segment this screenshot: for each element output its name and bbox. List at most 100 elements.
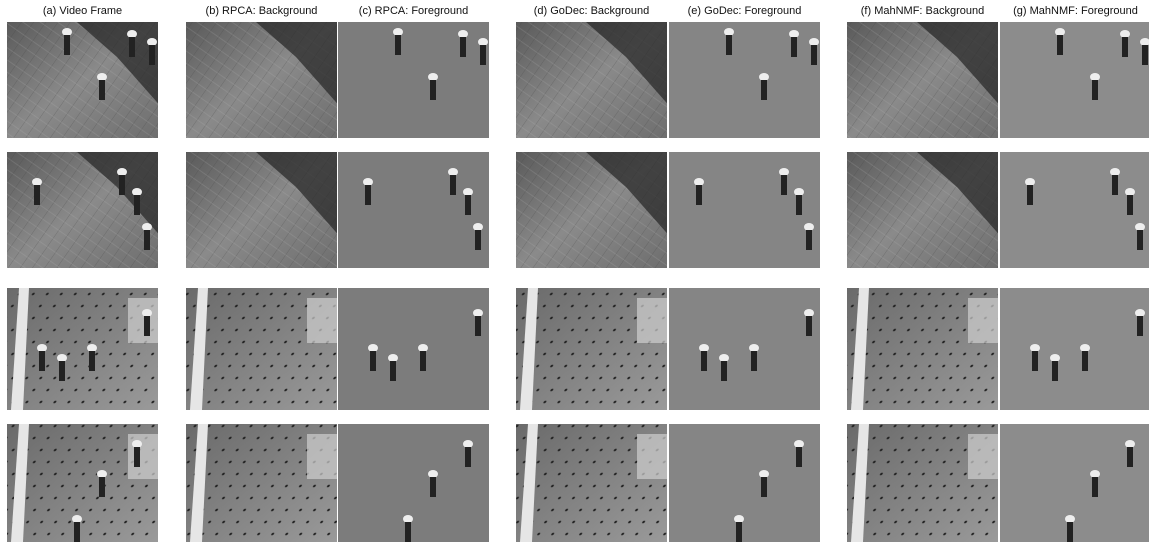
person	[370, 351, 376, 371]
person	[134, 447, 140, 467]
person	[463, 188, 473, 196]
image-panel	[1000, 424, 1149, 542]
person	[428, 470, 438, 478]
image-panel	[847, 424, 998, 542]
desk	[307, 298, 337, 343]
pillar	[851, 424, 869, 542]
person	[751, 351, 757, 371]
person	[759, 470, 769, 478]
panel-bg	[1000, 424, 1149, 542]
person	[736, 522, 742, 542]
person	[699, 344, 709, 352]
image-panel	[516, 22, 667, 138]
person	[1032, 351, 1038, 371]
person	[1052, 361, 1058, 381]
person	[796, 195, 802, 215]
person	[450, 175, 456, 195]
person	[724, 28, 734, 36]
person	[87, 344, 97, 352]
desk	[637, 298, 667, 343]
person	[1055, 28, 1065, 36]
pillar	[520, 288, 538, 410]
image-panel	[338, 22, 489, 138]
person	[97, 73, 107, 81]
image-panel	[338, 152, 489, 268]
person	[72, 515, 82, 523]
person	[473, 309, 483, 317]
person	[460, 37, 466, 57]
panel-bg	[669, 288, 820, 410]
person	[1067, 522, 1073, 542]
person	[806, 230, 812, 250]
panel-bg	[669, 22, 820, 138]
image-panel	[338, 288, 489, 410]
person	[390, 361, 396, 381]
image-panel	[847, 152, 998, 268]
person	[480, 45, 486, 65]
pillar	[11, 424, 29, 542]
person	[365, 185, 371, 205]
person	[701, 351, 707, 371]
panel-bg	[1000, 152, 1149, 268]
person	[144, 316, 150, 336]
person	[127, 30, 137, 38]
image-panel	[338, 424, 489, 542]
pillar	[520, 424, 538, 542]
person	[779, 168, 789, 176]
person	[132, 188, 142, 196]
person	[132, 440, 142, 448]
image-panel	[186, 288, 337, 410]
counter	[586, 152, 667, 234]
person	[794, 440, 804, 448]
counter	[917, 22, 998, 104]
person	[142, 223, 152, 231]
counter	[256, 152, 337, 234]
person	[418, 344, 428, 352]
person	[74, 522, 80, 542]
person	[1120, 30, 1130, 38]
person	[809, 38, 819, 46]
person	[804, 309, 814, 317]
person	[1092, 80, 1098, 100]
person	[1110, 168, 1120, 176]
person	[142, 309, 152, 317]
image-panel	[7, 22, 158, 138]
person	[761, 80, 767, 100]
counter	[77, 22, 158, 104]
counter	[256, 22, 337, 104]
panel-bg	[338, 288, 489, 410]
pillar	[190, 424, 208, 542]
image-panel	[186, 152, 337, 268]
image-panel	[669, 288, 820, 410]
person	[694, 178, 704, 186]
person	[430, 477, 436, 497]
person	[89, 351, 95, 371]
person	[696, 185, 702, 205]
image-panel	[1000, 22, 1149, 138]
person	[119, 175, 125, 195]
person	[734, 515, 744, 523]
image-panel	[7, 288, 158, 410]
person	[99, 477, 105, 497]
person	[1057, 35, 1063, 55]
desk	[968, 298, 998, 343]
image-panel	[516, 424, 667, 542]
person	[804, 223, 814, 231]
person	[1127, 447, 1133, 467]
image-panel	[7, 152, 158, 268]
person	[1030, 344, 1040, 352]
panel-bg	[338, 152, 489, 268]
person	[749, 344, 759, 352]
column-header: (d) GoDec: Background	[534, 5, 650, 17]
person	[1092, 477, 1098, 497]
person	[32, 178, 42, 186]
image-panel	[186, 22, 337, 138]
column-header: (a) Video Frame	[43, 5, 122, 17]
person	[761, 477, 767, 497]
person	[1127, 195, 1133, 215]
person	[473, 223, 483, 231]
person	[144, 230, 150, 250]
person	[99, 80, 105, 100]
image-panel	[516, 288, 667, 410]
person	[97, 470, 107, 478]
